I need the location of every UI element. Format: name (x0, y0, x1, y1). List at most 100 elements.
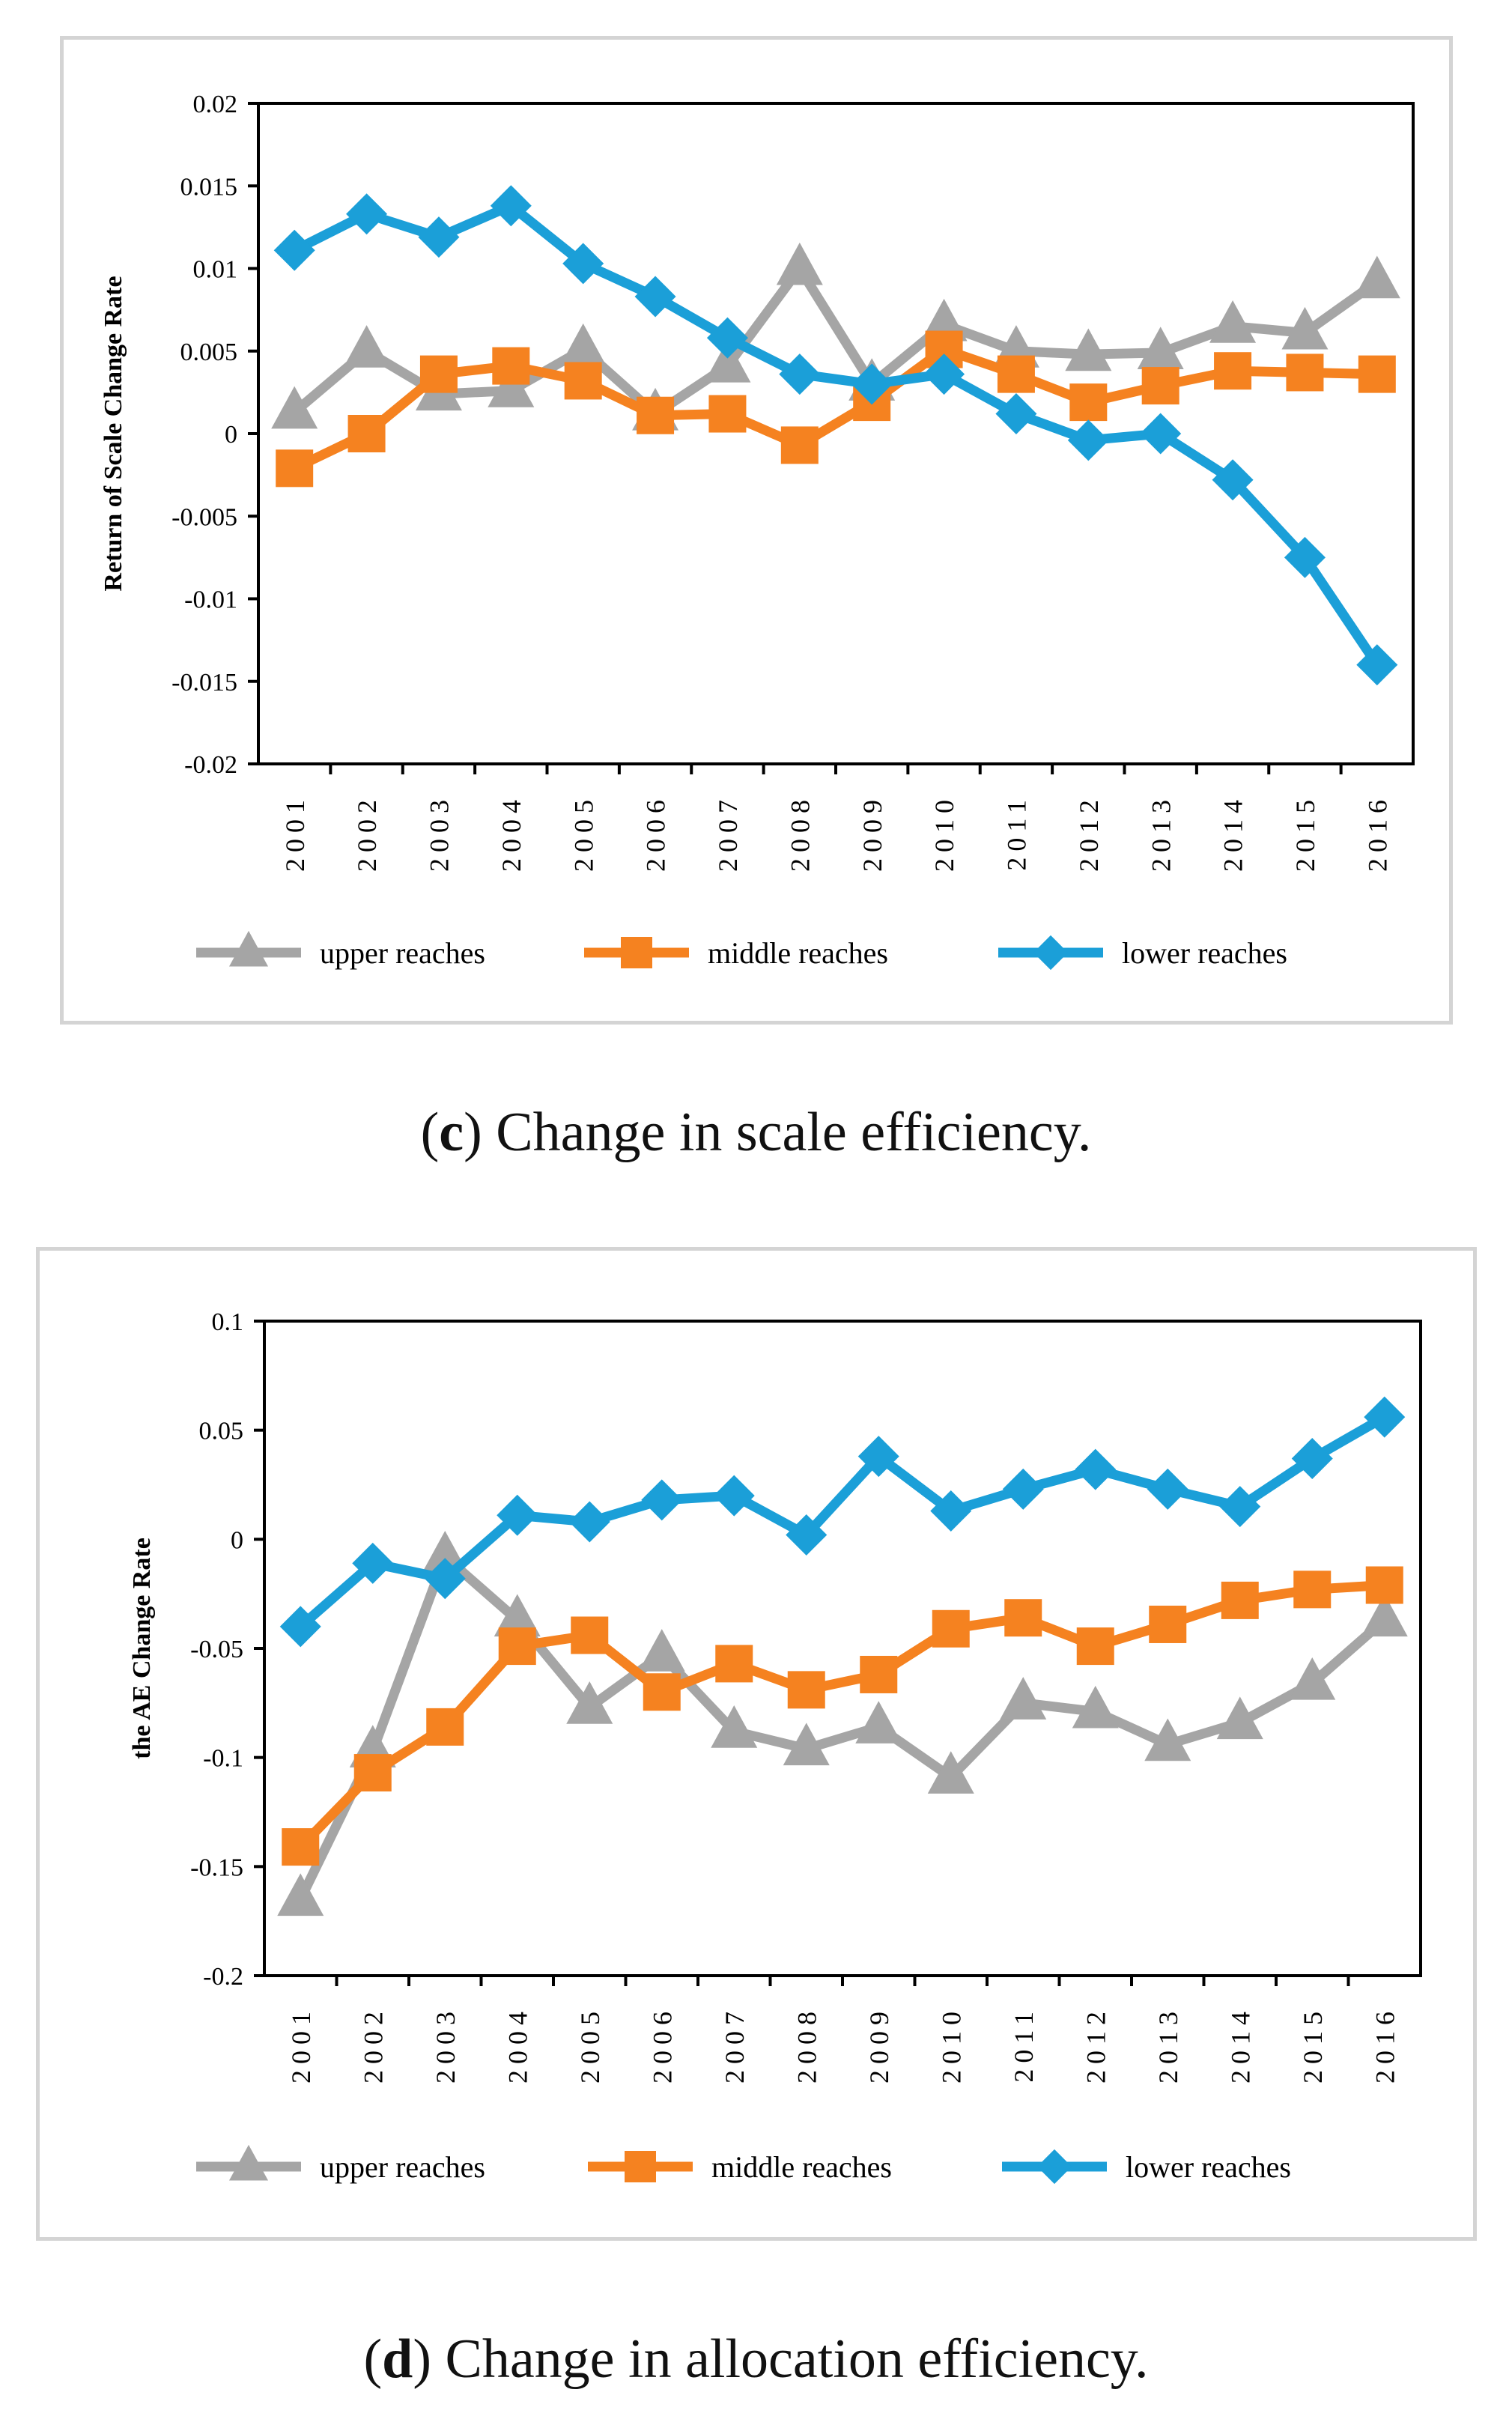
chart-d-data-point (497, 1494, 538, 1536)
chart-c-data-point (564, 362, 602, 400)
chart-d-data-point (568, 1501, 610, 1543)
chart-d-data-point (277, 1873, 324, 1916)
chart-c-xtick-label: 2004 (497, 794, 526, 872)
chart-d-data-point (1364, 1396, 1406, 1438)
chart-d-data-point (1216, 1696, 1263, 1740)
chart-d-data-point (1289, 1657, 1336, 1700)
chart-c-ytick-label: 0.015 (180, 173, 238, 201)
chart-d-data-point (1365, 1566, 1403, 1604)
chart-c-data-point (997, 355, 1035, 393)
chart-c-data-point (779, 353, 821, 395)
chart-d-data-point (1219, 1486, 1261, 1528)
chart-d-data-point (1221, 1581, 1259, 1619)
chart-c-legend-marker (228, 930, 269, 967)
chart-d-data-point (1291, 1438, 1333, 1480)
chart-d-data-point (282, 1828, 320, 1866)
chart-c-series-square (276, 330, 1396, 488)
chart-d-xtick-label: 2013 (1153, 2006, 1183, 2084)
chart-d-data-point (494, 1594, 541, 1637)
chart-c-xtick-label: 2008 (785, 794, 815, 872)
chart-d-data-point (1072, 1685, 1119, 1729)
chart-d-data-point (783, 1723, 830, 1766)
chart-c-data-point (1065, 328, 1112, 371)
chart-d-ylabel: the AE Change Rate (128, 1538, 156, 1759)
chart-c-data-point (490, 185, 532, 227)
chart-d-data-point (279, 1606, 321, 1648)
chart-c-data-point (1284, 536, 1326, 578)
chart-d-xtick-label: 2006 (647, 2006, 677, 2084)
chart-c-series-line (291, 264, 1380, 419)
chart-c-data-point (562, 243, 604, 285)
chart-c-xtick-label: 2012 (1074, 794, 1104, 872)
chart-c-data-point (851, 363, 893, 405)
chart-c-ytick-label: -0.01 (184, 586, 237, 614)
chart-c-ytick-label: -0.015 (171, 669, 237, 696)
chart-d-xtick-label: 2003 (431, 2006, 461, 2084)
chart-c-series-line (292, 345, 1377, 473)
chart-c-xtick-label: 2011 (1002, 794, 1032, 871)
chart-d-xtick-label: 2011 (1009, 2006, 1039, 2083)
chart-d-xtick-label: 2016 (1370, 2006, 1400, 2084)
chart-c-data-point (1069, 383, 1108, 422)
chart-d-frame (36, 1247, 1477, 2241)
chart-d-xtick-label: 2007 (720, 2006, 750, 2084)
chart-d-data-point (1075, 1448, 1117, 1490)
caption-c-text: Change in scale efficiency. (496, 1102, 1092, 1163)
chart-c-frame (60, 36, 1453, 1025)
chart-c-legend-marker (621, 937, 652, 968)
caption-c-letter: c (439, 1102, 464, 1163)
chart-d-plot-area (263, 1320, 1422, 1977)
caption-d-text: Change in allocation efficiency. (445, 2328, 1149, 2390)
chart-c-legend-marker (1033, 935, 1069, 971)
chart-d-data-point (927, 1751, 974, 1794)
chart-d-data-point (711, 1705, 758, 1748)
chart-c-data-point (920, 298, 968, 342)
chart-d-xtick-label: 2014 (1225, 2006, 1255, 2084)
chart-c-data-point (706, 317, 748, 359)
chart-c-data-point (492, 347, 530, 385)
chart-c-data-point (346, 193, 388, 235)
chart-d-legend-label: upper reaches (320, 2150, 485, 2184)
chart-c-ytick-label: 0.02 (193, 91, 238, 118)
chart-c-data-point (1212, 459, 1254, 501)
chart-d-data-point (1144, 1718, 1191, 1761)
chart-c-ytick-label: 0 (225, 421, 237, 449)
chart-c-xtick-label: 2002 (352, 794, 382, 872)
chart-d-data-point (641, 1479, 683, 1521)
chart-c-xtick-label: 2001 (280, 794, 310, 872)
chart-d-xtick-label: 2012 (1081, 2006, 1111, 2084)
chart-d-data-point (1002, 1468, 1044, 1510)
chart-c-data-point (1358, 355, 1396, 393)
chart-d-data-point (786, 1514, 828, 1556)
chart-d-ytick-label: -0.1 (203, 1745, 243, 1773)
chart-d-data-point (1076, 1627, 1114, 1666)
chart-c-data-point (995, 393, 1037, 435)
chart-d-series-line (297, 1412, 1387, 1630)
chart-c-data-point (488, 365, 535, 407)
chart-c-data-point (343, 325, 390, 368)
chart-c-data-point (1067, 419, 1109, 461)
caption-d: (d) Change in allocation efficiency. (363, 2328, 1149, 2390)
chart-c-xtick-label: 2010 (929, 794, 959, 872)
chart-d-legend-marker (228, 2144, 269, 2181)
chart-d-ytick-label: -0.2 (203, 1963, 243, 1991)
chart-d-data-point (352, 1542, 394, 1584)
chart-c-data-point (708, 395, 747, 433)
chart-c-data-point (1209, 300, 1257, 343)
chart-c-xtick-label: 2009 (857, 794, 887, 872)
chart-d-data-point (713, 1475, 755, 1517)
chart-d-xtick-label: 2002 (358, 2006, 388, 2084)
chart-d-data-point (424, 1558, 466, 1600)
chart-c-ytick-label: -0.02 (184, 751, 237, 779)
chart-c-series-diamond (273, 185, 1398, 686)
chart-d-xtick-label: 2010 (936, 2006, 966, 2084)
chart-d-ytick-label: 0 (231, 1526, 243, 1554)
chart-d-data-point (638, 1629, 685, 1672)
chart-d-legend-label: middle reaches (711, 2150, 892, 2184)
chart-c-data-point (1286, 353, 1324, 392)
chart-d-series-diamond (279, 1396, 1406, 1648)
chart-c-data-point (780, 426, 819, 464)
chart-d-data-point (1147, 1468, 1188, 1510)
chart-d-xtick-label: 2015 (1298, 2006, 1328, 2084)
caption-c: (c) Change in scale efficiency. (420, 1102, 1092, 1163)
